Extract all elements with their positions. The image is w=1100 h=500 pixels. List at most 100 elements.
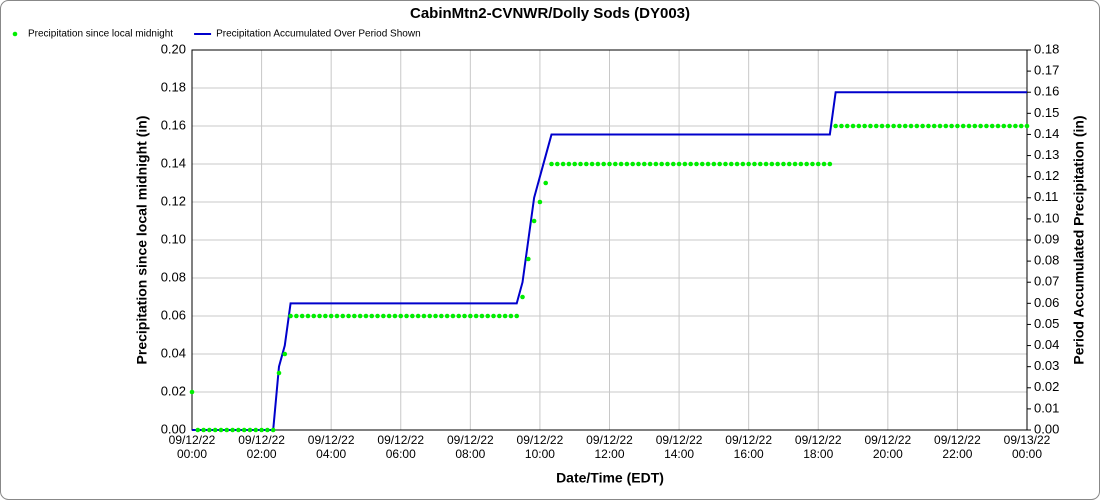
data-point bbox=[537, 199, 543, 205]
legend-marker bbox=[12, 31, 18, 37]
data-point bbox=[334, 313, 340, 319]
data-point bbox=[618, 161, 624, 167]
y2-tick-label: 0.03 bbox=[1034, 358, 1059, 373]
data-point bbox=[920, 123, 925, 129]
plot-border bbox=[191, 49, 1028, 431]
data-point bbox=[670, 161, 676, 167]
x-tick-label: 09/12/22 22:00 bbox=[934, 433, 981, 461]
y2-tick-label: 0.18 bbox=[1034, 41, 1059, 56]
y-tick-label: 0.02 bbox=[161, 383, 186, 398]
data-point bbox=[891, 123, 896, 129]
data-point bbox=[607, 161, 612, 167]
data-point bbox=[299, 313, 305, 319]
data-point bbox=[763, 161, 769, 167]
data-point bbox=[201, 427, 206, 433]
data-point bbox=[207, 427, 212, 433]
data-point bbox=[694, 161, 699, 167]
data-point bbox=[810, 161, 815, 167]
data-point bbox=[943, 123, 949, 129]
data-point bbox=[236, 427, 241, 433]
y2-tick-label: 0.11 bbox=[1034, 189, 1058, 204]
chart-title: CabinMtn2-CVNWR/Dolly Sods (DY003) bbox=[410, 5, 690, 22]
data-point bbox=[821, 161, 827, 167]
data-point bbox=[1013, 123, 1018, 129]
data-point bbox=[781, 161, 786, 167]
data-point bbox=[450, 313, 456, 319]
y-axis-title: Precipitation since local midnight (in) bbox=[134, 116, 150, 365]
data-point bbox=[381, 313, 386, 319]
data-point bbox=[937, 123, 943, 129]
y-tick-label: 0.08 bbox=[161, 269, 186, 284]
data-point bbox=[833, 123, 838, 129]
y-tick-label: 0.04 bbox=[161, 345, 186, 360]
data-point bbox=[456, 313, 462, 319]
data-point bbox=[769, 161, 775, 167]
data-point bbox=[636, 161, 641, 167]
data-point bbox=[711, 161, 717, 167]
data-point bbox=[288, 313, 293, 319]
data-point bbox=[844, 123, 850, 129]
data-point bbox=[497, 313, 502, 319]
y2-tick-label: 0.09 bbox=[1034, 231, 1059, 246]
data-point bbox=[311, 313, 317, 319]
data-point bbox=[879, 123, 885, 129]
data-point bbox=[578, 161, 583, 167]
y2-tick-label: 0.14 bbox=[1034, 126, 1059, 141]
y2-tick-label: 0.07 bbox=[1034, 274, 1059, 289]
data-point bbox=[502, 313, 508, 319]
data-point bbox=[392, 313, 398, 319]
data-point bbox=[398, 313, 404, 319]
data-point bbox=[682, 161, 688, 167]
data-point bbox=[294, 313, 299, 319]
data-point bbox=[723, 161, 728, 167]
data-point bbox=[526, 256, 531, 262]
data-point bbox=[827, 161, 833, 167]
y2-axis-title: Period Accumulated Precipitation (in) bbox=[1071, 115, 1087, 364]
y2-tick-label: 0.00 bbox=[1034, 421, 1059, 436]
data-point bbox=[265, 427, 270, 433]
data-point bbox=[589, 161, 595, 167]
x-axis-title: Date/Time (EDT) bbox=[556, 470, 664, 486]
data-point bbox=[1007, 123, 1012, 129]
data-point bbox=[804, 161, 809, 167]
y-tick-label: 0.16 bbox=[161, 117, 186, 132]
data-point bbox=[931, 123, 937, 129]
data-point bbox=[305, 313, 311, 319]
data-point bbox=[815, 161, 821, 167]
y2-tick-label: 0.05 bbox=[1034, 316, 1059, 331]
data-point bbox=[224, 427, 230, 433]
y2-tick-label: 0.06 bbox=[1034, 295, 1059, 310]
y2-tick-label: 0.02 bbox=[1034, 379, 1059, 394]
data-point bbox=[850, 123, 856, 129]
data-point bbox=[195, 427, 201, 433]
data-point bbox=[352, 313, 357, 319]
y-tick-label: 0.14 bbox=[161, 155, 186, 170]
data-point bbox=[908, 123, 914, 129]
data-point bbox=[612, 161, 618, 167]
data-point bbox=[340, 313, 346, 319]
data-point bbox=[514, 313, 520, 319]
data-point bbox=[984, 123, 989, 129]
data-point bbox=[734, 161, 740, 167]
data-point bbox=[241, 427, 247, 433]
data-point bbox=[989, 123, 995, 129]
data-point bbox=[868, 123, 873, 129]
data-point bbox=[955, 123, 960, 129]
data-point bbox=[189, 389, 195, 395]
data-point bbox=[560, 161, 566, 167]
data-point bbox=[873, 123, 879, 129]
y2-tick-label: 0.10 bbox=[1034, 210, 1059, 225]
data-point bbox=[717, 161, 722, 167]
x-tick-label: 09/12/22 12:00 bbox=[586, 433, 633, 461]
x-tick-label: 09/12/22 06:00 bbox=[377, 433, 424, 461]
data-point bbox=[902, 123, 908, 129]
data-point bbox=[363, 313, 369, 319]
data-point bbox=[323, 313, 328, 319]
data-point bbox=[282, 351, 288, 357]
data-point bbox=[276, 370, 282, 376]
data-point bbox=[792, 161, 798, 167]
data-point bbox=[659, 161, 664, 167]
data-point bbox=[468, 313, 473, 319]
data-point bbox=[1024, 123, 1030, 129]
